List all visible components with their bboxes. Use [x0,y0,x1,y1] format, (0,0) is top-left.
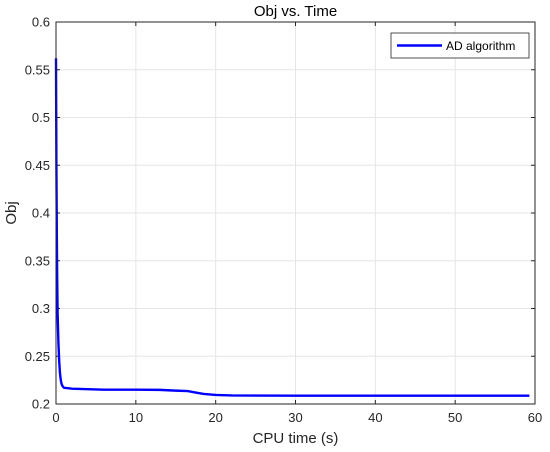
x-tick-label: 20 [208,410,222,425]
y-tick-label: 0.6 [32,15,50,30]
y-tick-label: 0.55 [25,62,50,77]
series [54,58,530,397]
y-tick-label: 0.3 [32,301,50,316]
x-tick-label: 60 [528,410,542,425]
x-tick-label: 0 [52,410,59,425]
y-axis-label: Obj [3,201,20,224]
y-tick-label: 0.45 [25,158,50,173]
ticks: 0 10 20 30 40 50 60 0.2 0.25 0.3 0.35 0.4 0.45 0.5 0.5… [25,15,543,426]
x-tick-label: 50 [448,410,462,425]
series-line-ad-algorithm [54,58,530,397]
y-tick-label: 0.2 [32,397,50,412]
x-tick-label: 30 [288,410,302,425]
plot-frame [55,21,536,405]
y-tick-label: 0.35 [25,253,50,268]
legend: AD algorithm [390,32,530,59]
legend-label-ad-algorithm: AD algorithm [446,39,515,53]
y-tick-label: 0.25 [25,349,50,364]
y-tick-label: 0.4 [32,206,50,221]
chart-title: Obj vs. Time [254,3,337,20]
x-axis-label: CPU time (s) [253,430,339,447]
y-tick-label: 0.5 [32,110,50,125]
x-tick-label: 10 [129,410,143,425]
x-tick-label: 40 [368,410,382,425]
